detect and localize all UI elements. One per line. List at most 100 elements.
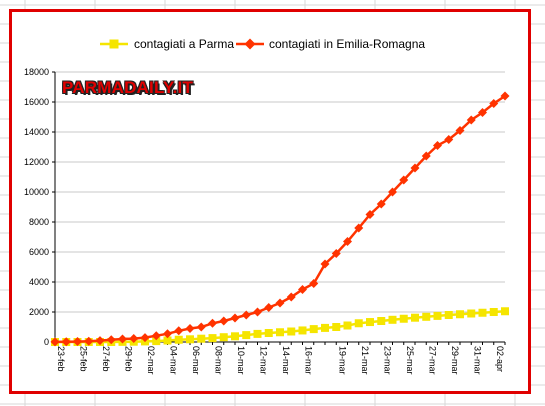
data-point-parma (478, 308, 487, 317)
y-tick-label: 18000 (24, 67, 49, 77)
data-point-parma (332, 323, 341, 331)
y-tick-label: 14000 (24, 127, 49, 137)
x-tick-label: 14-mar (281, 346, 291, 375)
x-tick-label: 29-feb (124, 346, 134, 372)
x-tick-label: 25-feb (79, 346, 89, 372)
data-point-parma (467, 309, 476, 318)
data-point-emilia (388, 187, 397, 197)
data-point-parma (197, 334, 206, 343)
data-point-emilia (275, 298, 285, 308)
data-point-parma (501, 307, 509, 316)
data-point-parma (399, 314, 408, 323)
x-tick-label: 27-feb (101, 346, 111, 372)
data-point-emilia (106, 335, 116, 345)
data-point-parma (186, 335, 194, 344)
data-point-parma (298, 326, 307, 335)
x-tick-label: 06-mar (191, 346, 201, 375)
data-point-parma (444, 311, 453, 319)
x-tick-label: 02-mar (146, 346, 156, 375)
data-point-parma (321, 323, 329, 332)
data-point-emilia (309, 279, 319, 288)
data-point-emilia (478, 108, 487, 117)
series-layer (50, 91, 510, 347)
data-point-parma (163, 336, 172, 345)
data-point-emilia (444, 135, 454, 144)
data-point-emilia (354, 223, 364, 233)
data-point-emilia (151, 331, 161, 341)
data-point-emilia (208, 318, 217, 328)
data-point-emilia (253, 307, 262, 317)
x-tick-label: 29-mar (450, 346, 460, 375)
x-tick-label: 23-feb (56, 346, 66, 372)
y-tick-label: 10000 (24, 187, 49, 197)
data-point-parma (264, 329, 273, 337)
x-axis-ticks: 23-feb 25-feb 27-feb 29-feb 02-mar 04-mar 06-m… (54, 342, 506, 375)
x-tick-label: 04-mar (169, 346, 179, 375)
y-tick-label: 16000 (24, 97, 49, 107)
data-point-emilia (174, 326, 184, 336)
y-tick-label: 2000 (29, 307, 49, 317)
data-point-emilia (331, 249, 341, 258)
data-point-emilia (95, 336, 105, 346)
legend-label-emilia: contagiati in Emilia-Romagna (269, 37, 425, 51)
data-point-parma (456, 310, 464, 319)
y-tick-label: 8000 (29, 217, 49, 227)
data-point-emilia (163, 329, 172, 339)
legend: contagiati a Parma contagiati in Emilia-… (100, 37, 425, 51)
chart-frame[interactable] (9, 9, 531, 394)
data-point-emilia (264, 303, 274, 312)
data-point-emilia (219, 316, 229, 326)
data-point-parma (276, 328, 284, 337)
x-tick-label: 16-mar (304, 346, 314, 375)
data-point-emilia (376, 199, 386, 209)
data-point-parma (489, 308, 498, 316)
data-point-emilia (455, 126, 465, 135)
x-tick-label: 19-mar (337, 346, 347, 375)
y-tick-label: 0 (44, 337, 49, 347)
data-point-emilia (73, 337, 82, 347)
data-point-parma (354, 319, 363, 328)
series-emilia (50, 91, 510, 347)
x-tick-label: 10-mar (236, 346, 246, 375)
y-tick-label: 4000 (29, 277, 49, 287)
data-point-parma (287, 327, 296, 336)
x-tick-label: 23-mar (382, 346, 392, 375)
data-point-emilia (129, 334, 139, 344)
data-point-emilia (500, 91, 510, 101)
x-tick-label: 25-mar (405, 346, 415, 375)
data-point-emilia (140, 333, 150, 343)
x-tick-label: 02-apr (495, 346, 505, 372)
data-point-parma (377, 317, 386, 325)
data-point-emilia (399, 175, 409, 185)
data-point-parma (174, 335, 183, 344)
data-point-emilia (230, 313, 240, 323)
x-tick-label: 31-mar (472, 346, 482, 375)
data-point-parma (433, 311, 442, 320)
data-point-parma (422, 312, 431, 321)
x-tick-label: 27-mar (427, 346, 437, 375)
data-point-emilia (241, 310, 251, 320)
data-point-emilia (410, 163, 420, 173)
data-point-parma (366, 318, 374, 327)
legend-label-parma: contagiati a Parma (134, 37, 234, 51)
data-point-emilia (118, 334, 127, 344)
data-point-parma (152, 337, 161, 346)
x-tick-label: 12-mar (259, 346, 269, 375)
data-point-emilia (185, 324, 195, 333)
data-point-parma (411, 313, 419, 322)
data-point-parma (208, 334, 217, 343)
y-tick-label: 12000 (24, 157, 49, 167)
data-point-emilia (320, 259, 330, 269)
parmadaily-logo: PARMADAILY.IT (62, 78, 194, 97)
data-point-emilia (286, 292, 296, 302)
data-point-emilia (421, 151, 431, 161)
data-point-emilia (61, 337, 71, 347)
data-point-emilia (343, 237, 352, 246)
data-point-parma (343, 321, 352, 330)
data-point-emilia (466, 115, 476, 125)
data-point-emilia (489, 99, 499, 108)
legend-marker-emilia (244, 38, 256, 50)
data-point-parma (219, 333, 228, 342)
y-tick-label: 6000 (29, 247, 49, 257)
